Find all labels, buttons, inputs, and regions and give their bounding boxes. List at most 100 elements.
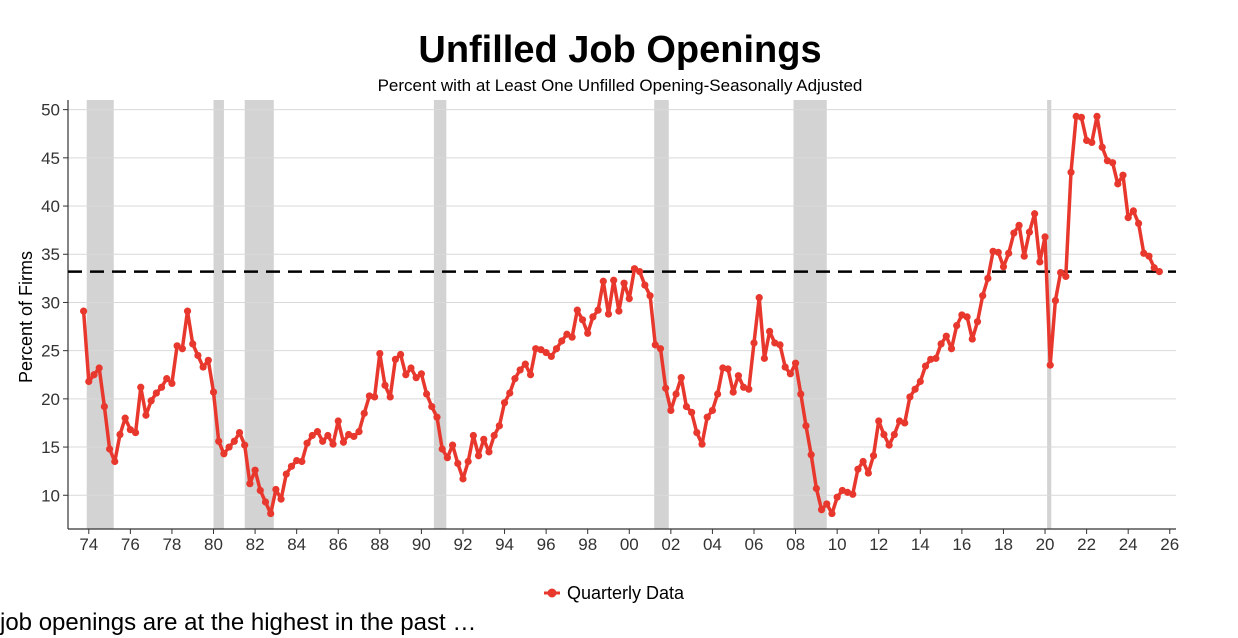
- data-point: [849, 490, 857, 498]
- x-tick-label-18: 18: [994, 535, 1013, 554]
- recession-band-0: [86, 100, 114, 529]
- data-point: [287, 462, 296, 470]
- y-tick-label-25: 25: [41, 342, 60, 361]
- data-point: [1124, 214, 1132, 222]
- data-point: [636, 268, 644, 276]
- data-point: [474, 452, 483, 460]
- x-tick-label-26: 26: [1160, 535, 1179, 554]
- data-point: [194, 351, 202, 360]
- data-point: [386, 393, 394, 401]
- data-point: [90, 371, 98, 379]
- data-point: [864, 469, 872, 477]
- data-point: [963, 313, 971, 321]
- data-point: [698, 440, 706, 448]
- data-point: [662, 384, 670, 392]
- data-point: [833, 493, 841, 501]
- y-tick-label-50: 50: [41, 101, 60, 120]
- legend-label-quarterly-data: Quarterly Data: [567, 583, 685, 603]
- data-point: [495, 422, 503, 430]
- x-tick-label-10: 10: [828, 535, 847, 554]
- x-tick-label-92: 92: [454, 535, 473, 554]
- data-point: [95, 364, 103, 372]
- data-point: [999, 263, 1008, 271]
- data-point: [339, 438, 348, 446]
- data-point: [677, 374, 685, 382]
- data-point: [178, 345, 186, 353]
- data-point: [1046, 361, 1054, 369]
- y-tick-label-20: 20: [41, 390, 60, 409]
- data-point: [1010, 229, 1018, 237]
- data-point: [604, 310, 613, 318]
- data-point: [500, 399, 509, 407]
- data-point: [708, 406, 717, 415]
- data-point: [438, 445, 446, 453]
- x-tick-label-06: 06: [745, 535, 764, 554]
- x-tick-label-74: 74: [79, 535, 98, 554]
- data-point: [521, 360, 529, 368]
- data-point: [693, 428, 701, 437]
- data-point: [485, 448, 493, 456]
- data-point: [885, 441, 893, 449]
- data-point: [724, 365, 732, 373]
- data-point: [464, 457, 472, 466]
- x-tick-label-84: 84: [287, 535, 306, 554]
- recession-band-4: [654, 100, 669, 529]
- chart-title: Unfilled Job Openings: [418, 29, 821, 71]
- data-point: [906, 393, 914, 401]
- data-point: [1067, 168, 1075, 176]
- data-point: [298, 457, 306, 466]
- data-point: [558, 337, 566, 345]
- data-point: [350, 432, 358, 441]
- data-point: [142, 411, 150, 419]
- data-point: [734, 372, 743, 380]
- x-tick-label-20: 20: [1036, 535, 1055, 554]
- data-point: [516, 366, 524, 374]
- data-point: [916, 377, 924, 386]
- data-point: [360, 409, 368, 417]
- x-tick-label-88: 88: [370, 535, 389, 554]
- x-tick-label-22: 22: [1077, 535, 1096, 554]
- x-tick-label-78: 78: [162, 535, 181, 554]
- data-point: [407, 364, 415, 372]
- data-point: [282, 470, 290, 478]
- data-point: [1155, 268, 1163, 276]
- data-point: [651, 341, 659, 349]
- data-point: [802, 422, 810, 430]
- data-point: [812, 484, 820, 493]
- data-point: [828, 509, 836, 518]
- data-point: [334, 417, 342, 425]
- data-point: [417, 370, 425, 378]
- data-point: [953, 321, 961, 330]
- data-point: [225, 443, 233, 451]
- data-point: [745, 385, 753, 393]
- data-point: [703, 413, 711, 421]
- x-tick-label-94: 94: [495, 535, 514, 554]
- data-point: [656, 345, 665, 353]
- data-point: [568, 333, 576, 341]
- data-point: [620, 279, 628, 287]
- data-point: [116, 430, 124, 439]
- data-point: [542, 348, 550, 357]
- data-point: [760, 354, 768, 362]
- data-point: [610, 276, 618, 284]
- data-point: [682, 402, 691, 411]
- data-point: [875, 417, 883, 425]
- x-tick-label-96: 96: [537, 535, 556, 554]
- recession-bands: [86, 100, 1052, 529]
- recession-band-5: [793, 100, 827, 529]
- data-point: [729, 388, 737, 396]
- data-point: [355, 428, 363, 436]
- data-point: [448, 441, 457, 449]
- data-point: [573, 306, 581, 314]
- data-point: [932, 354, 940, 362]
- data-point: [688, 408, 696, 416]
- data-point: [131, 428, 140, 437]
- data-point: [397, 350, 405, 359]
- data-point: [755, 294, 763, 302]
- recession-band-1: [213, 100, 224, 529]
- data-point: [942, 332, 950, 340]
- data-point: [599, 277, 607, 285]
- data-point: [79, 307, 88, 315]
- data-point: [973, 318, 982, 326]
- data-point: [137, 383, 145, 391]
